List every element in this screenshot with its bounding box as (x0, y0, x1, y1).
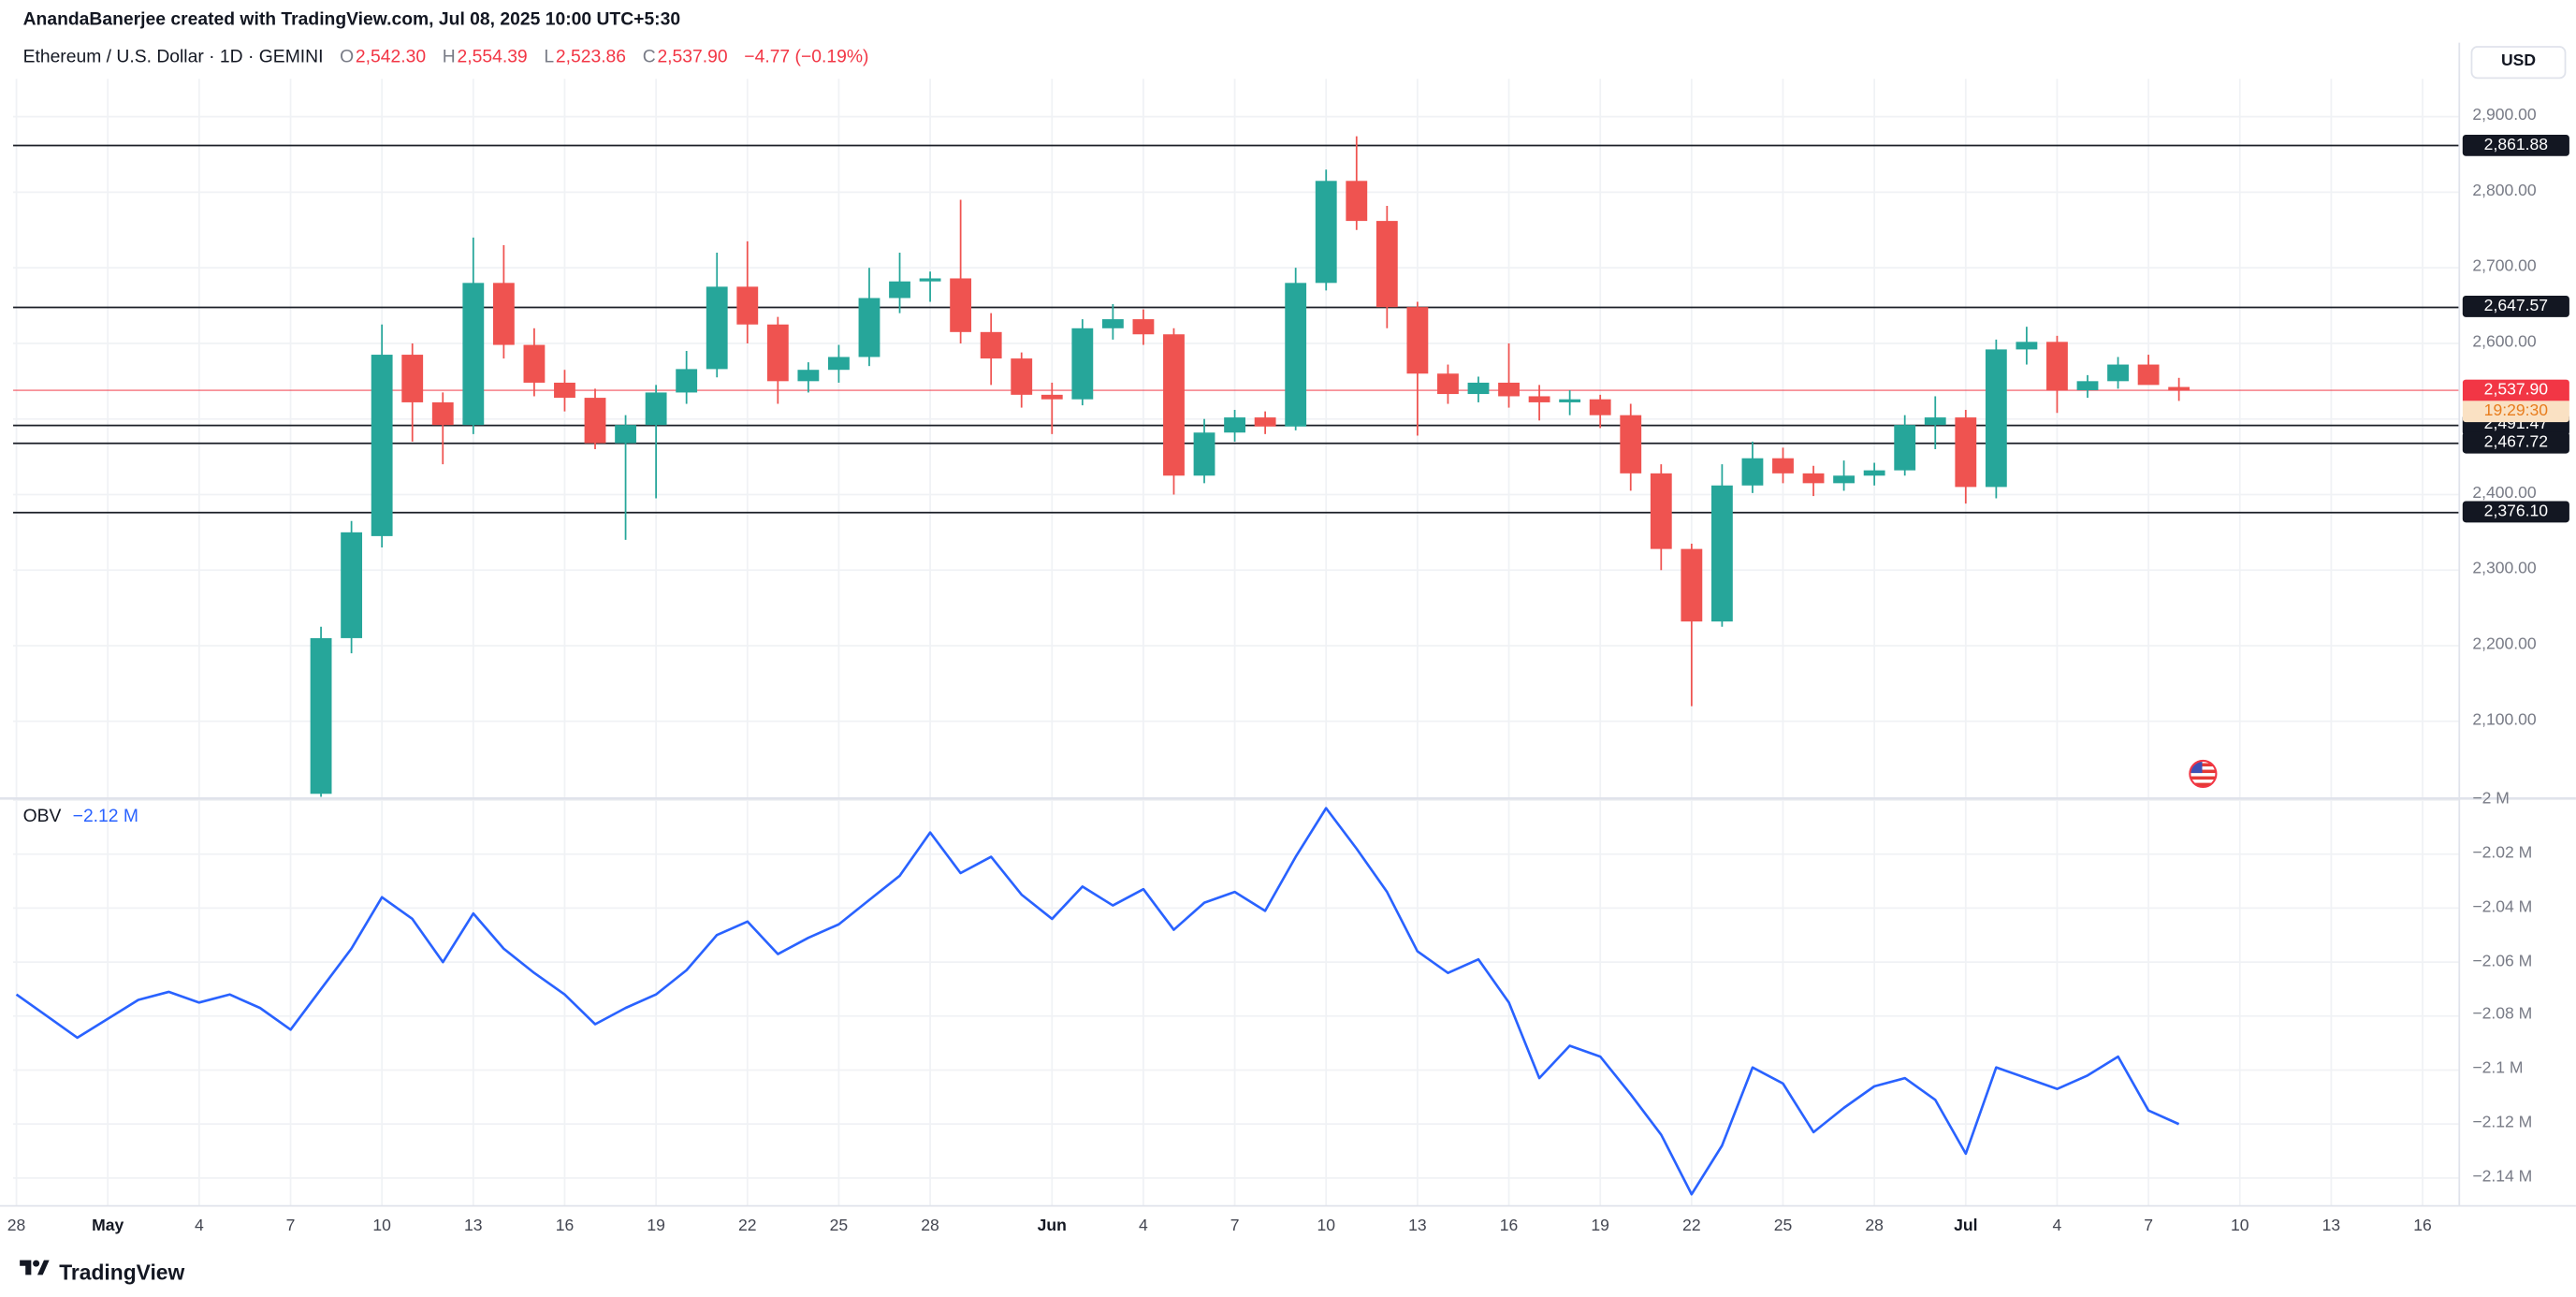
time-label: 7 (285, 1217, 296, 1236)
ohlc-close-value: 2,537.90 (657, 47, 728, 67)
obv-tick-label: −2.02 M (2472, 844, 2533, 863)
time-label: 13 (1408, 1217, 1427, 1236)
time-label: 28 (7, 1217, 26, 1236)
time-label: 16 (2413, 1217, 2432, 1236)
ohlc-change: −4.77 (−0.19%) (744, 47, 869, 67)
time-label: 28 (1865, 1217, 1884, 1236)
us-flag-event-icon[interactable] (2189, 759, 2219, 789)
time-label: 4 (194, 1217, 204, 1236)
time-label: 28 (921, 1217, 939, 1236)
currency-toggle[interactable]: USD (2470, 46, 2567, 80)
gridlines (13, 79, 2460, 1206)
time-label: 7 (1230, 1217, 1240, 1236)
obv-indicator-label[interactable]: OBV (22, 807, 62, 827)
time-label: 4 (1139, 1217, 1148, 1236)
level-badge: 2,861.88 (2462, 134, 2569, 155)
level-badge: 2,376.10 (2462, 501, 2569, 523)
ohlc-high-label: H (442, 47, 456, 67)
time-label: 10 (1317, 1217, 1335, 1236)
obv-tick-label: −2.14 M (2472, 1168, 2533, 1187)
time-label: 22 (737, 1217, 757, 1236)
time-label: 4 (2052, 1217, 2062, 1236)
price-tick-label: 2,400.00 (2472, 484, 2537, 503)
time-label: 10 (2230, 1217, 2249, 1236)
obv-legend: OBV −2.12 M (23, 807, 138, 826)
last-price-value: 2,537.90 (2462, 378, 2569, 401)
ohlc-close-label: C (642, 47, 656, 67)
time-label: 13 (2321, 1217, 2341, 1236)
obv-tick-label: −2 M (2472, 790, 2510, 809)
price-tick-label: 2,700.00 (2472, 257, 2537, 276)
obv-tick-label: −2.08 M (2472, 1006, 2533, 1025)
price-tick-label: 2,200.00 (2472, 635, 2537, 654)
price-tick-label: 2,800.00 (2472, 182, 2537, 201)
time-label: 19 (647, 1217, 665, 1236)
tradingview-brand[interactable]: TradingView (59, 1260, 185, 1285)
time-label: 16 (1499, 1217, 1519, 1236)
obv-tick-label: −2.04 M (2472, 897, 2533, 917)
time-label: 13 (464, 1217, 483, 1236)
ohlc-high-value: 2,554.39 (457, 47, 528, 67)
time-label: 10 (372, 1217, 391, 1236)
time-label: 16 (555, 1217, 575, 1236)
time-label: 7 (2144, 1217, 2153, 1236)
ohlc-open-label: O (340, 47, 355, 67)
symbol-title[interactable]: Ethereum / U.S. Dollar · 1D · GEMINI (22, 47, 324, 67)
obv-tick-label: −2.06 M (2472, 952, 2533, 970)
price-axis[interactable]: 2,900.00 2,800.00 2,700.00 2,600.00 2,400.00… (2459, 0, 2576, 1206)
time-label: Jun (1037, 1217, 1067, 1236)
price-tick-label: 2,300.00 (2472, 560, 2537, 579)
time-label: 25 (1773, 1217, 1793, 1236)
obv-tick-label: −2.1 M (2472, 1059, 2524, 1079)
candlestick-series (310, 136, 2190, 797)
time-label: 25 (829, 1217, 849, 1236)
price-tick-label: 2,600.00 (2472, 333, 2537, 352)
ohlc-open-value: 2,542.30 (355, 47, 427, 67)
footer: TradingView (20, 1257, 184, 1288)
obv-value: −2.12 M (72, 807, 139, 827)
last-price-badge: 2,537.90 19:29:30 (2462, 378, 2569, 422)
time-label: 22 (1682, 1217, 1701, 1236)
time-label: 19 (1591, 1217, 1609, 1236)
symbol-legend: Ethereum / U.S. Dollar · 1D · GEMINI O 2,… (23, 48, 869, 67)
ohlc-low-label: L (544, 47, 555, 67)
price-tick-label: 2,900.00 (2472, 107, 2537, 125)
time-axis[interactable]: 28 May 4 7 10 13 16 19 22 25 28 Jun 4 7 10 13 16 19 22 25 28… (0, 1206, 2576, 1249)
level-badge: 2,647.57 (2462, 296, 2569, 318)
countdown-badge: 19:29:30 (2462, 400, 2569, 422)
ohlc-low-value: 2,523.86 (555, 47, 627, 67)
obv-tick-label: −2.12 M (2472, 1114, 2533, 1132)
price-tick-label: 2,100.00 (2472, 711, 2537, 730)
level-badge: 2,467.72 (2462, 431, 2569, 454)
obv-line (15, 807, 2180, 1196)
time-label: Jul (1954, 1217, 1978, 1236)
tradingview-logo-icon[interactable] (20, 1257, 50, 1288)
time-label: May (92, 1217, 124, 1236)
attribution-text: AnandaBanerjee created with TradingView.… (22, 9, 681, 30)
